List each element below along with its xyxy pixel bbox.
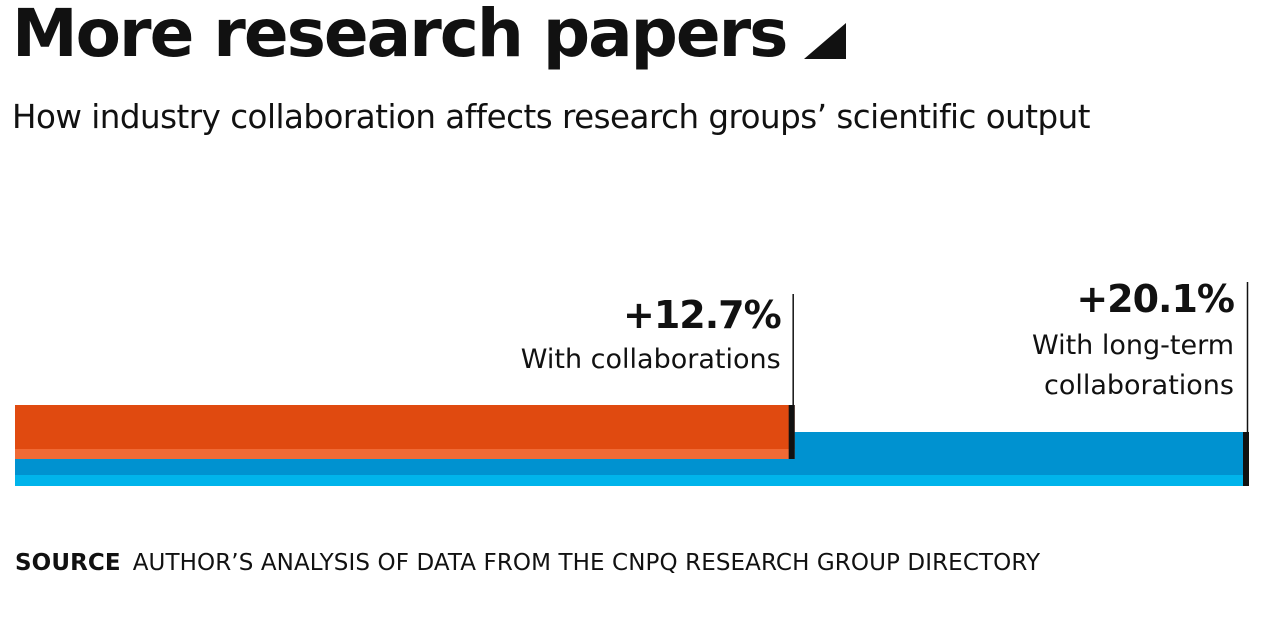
bar-collaborations [15,405,795,449]
page-title: More research papers [12,0,788,72]
title-row: More research papers [12,0,847,73]
source-text: AUTHOR’S ANALYSIS OF DATA FROM THE CNPQ … [132,550,1041,576]
triangle-icon [804,22,847,59]
long-term-collaborations-value-label: +20.1% [1076,277,1234,321]
collaborations-value-label: +12.7% [623,293,781,337]
bar-long-term-collaborations-base [15,475,1249,486]
source-label: SOURCE [15,550,121,576]
bar-chart: +12.7% With collaborations +20.1% With long… [15,277,1249,486]
bar-collaborations-base [15,449,795,459]
long-term-collaborations-category-label: collaborations [1044,370,1234,401]
source-footer: SOURCE AUTHOR’S ANALYSIS OF DATA FROM THE… [15,550,1040,576]
bar-collaborations-end-marker [788,405,795,459]
long-term-collaborations-category-label: With long-term [1032,330,1234,361]
bar-long-term-collaborations-end-marker [1243,432,1249,486]
page-subtitle: How industry collaboration affects resea… [12,98,1090,136]
collaborations-category-label: With collaborations [521,344,781,375]
